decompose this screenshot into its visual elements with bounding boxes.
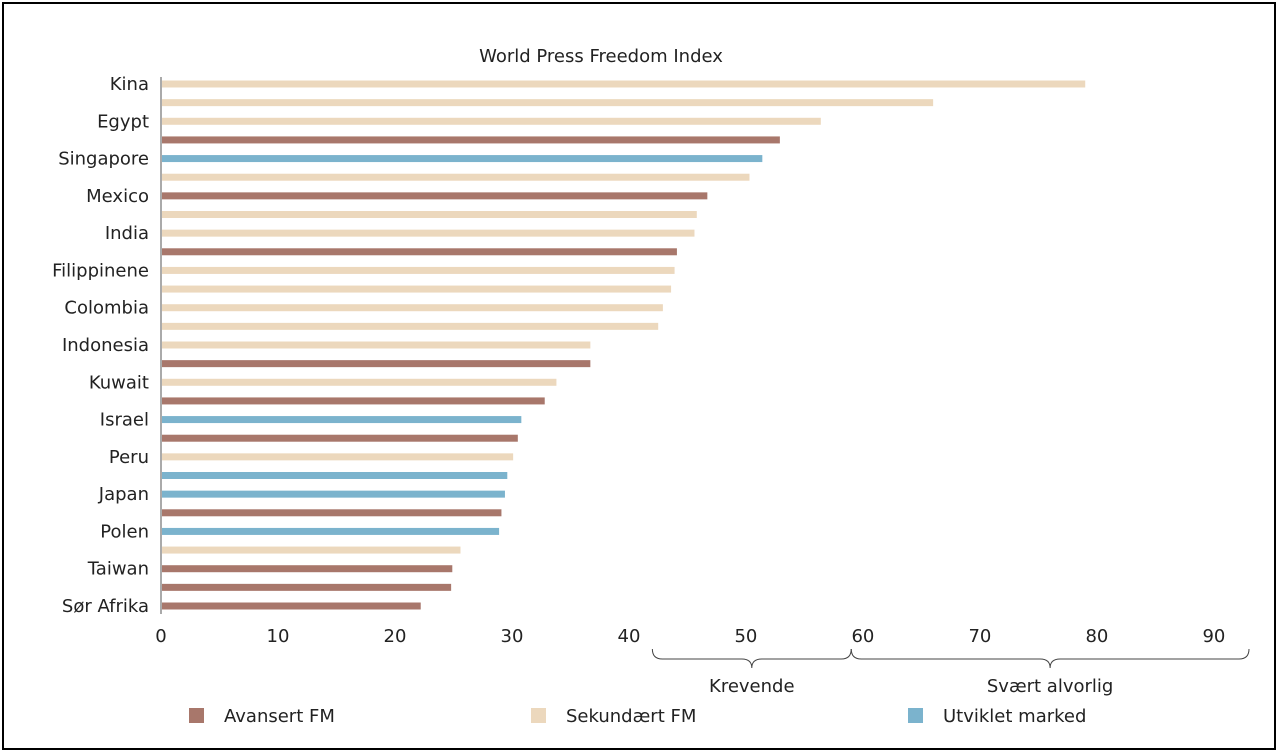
bar	[162, 99, 934, 107]
bar	[162, 378, 557, 386]
y-axis-label: Israel	[100, 410, 149, 431]
bar	[162, 565, 453, 573]
bar	[162, 248, 677, 256]
y-axis-labels: Kina Egypt Singapore Mexico India Filippinene…	[52, 74, 149, 617]
y-axis-label: Sør Afrika	[62, 596, 149, 617]
legend-label: Utviklet marked	[943, 706, 1086, 727]
legend-label: Sekundært FM	[566, 706, 696, 727]
bar	[162, 509, 502, 517]
bar	[162, 602, 421, 610]
bar	[162, 490, 505, 498]
legend-swatch	[531, 708, 546, 723]
bar	[162, 266, 675, 274]
bar	[162, 192, 708, 200]
bar	[162, 285, 672, 293]
bar	[162, 136, 780, 144]
x-tick-label: 20	[384, 626, 407, 647]
x-axis-ticks: 0 10 20 30 40 50 60 70 80 90	[155, 626, 1225, 647]
y-axis-label: Peru	[109, 447, 149, 468]
bar	[162, 546, 461, 554]
legend-swatch	[908, 708, 923, 723]
x-tick-label: 10	[267, 626, 290, 647]
bars-layer	[162, 80, 1086, 610]
x-tick-label: 70	[968, 626, 991, 647]
y-axis-label: Filippinene	[52, 260, 149, 281]
x-tick-label: 50	[734, 626, 757, 647]
legend-label: Avansert FM	[224, 706, 335, 727]
bar	[162, 229, 695, 237]
y-axis-label: India	[105, 223, 149, 244]
x-tick-label: 60	[851, 626, 874, 647]
bar	[162, 416, 522, 424]
band-label: Krevende	[709, 676, 795, 697]
bar	[162, 341, 591, 349]
y-axis-label: Egypt	[97, 111, 149, 132]
legend-swatch	[189, 708, 204, 723]
x-tick-label: 0	[155, 626, 166, 647]
bar	[162, 322, 659, 330]
bar	[162, 397, 545, 405]
bar	[162, 304, 663, 312]
bar	[162, 360, 591, 368]
y-axis-label: Singapore	[58, 149, 149, 170]
band-label: Svært alvorlig	[987, 676, 1113, 697]
x-tick-label: 80	[1085, 626, 1108, 647]
band-bracket	[651, 648, 852, 669]
y-axis-label: Taiwan	[87, 559, 149, 580]
bar	[162, 527, 500, 535]
y-axis-label: Colombia	[64, 298, 149, 319]
y-axis-label: Polen	[100, 521, 149, 542]
y-axis-label: Indonesia	[62, 335, 149, 356]
bar	[162, 453, 514, 461]
bar	[162, 434, 518, 442]
chart-title: World Press Freedom Index	[479, 46, 723, 67]
y-axis-label: Kina	[110, 74, 149, 95]
legend: Avansert FM Sekundært FM Utviklet marked	[189, 706, 1086, 727]
y-axis-label: Japan	[98, 484, 149, 505]
x-tick-label: 40	[618, 626, 641, 647]
bar	[162, 583, 452, 591]
bar	[162, 173, 750, 181]
band-bracket	[850, 648, 1250, 669]
y-axis-label: Kuwait	[89, 372, 149, 393]
bar-chart: World Press Freedom Index Kina Egypt Singa…	[52, 46, 1250, 727]
bar	[162, 117, 821, 125]
bar	[162, 155, 763, 163]
bar	[162, 472, 508, 479]
bar	[162, 211, 697, 218]
bar	[162, 80, 1086, 88]
severity-bands: Krevende Svært alvorlig	[651, 648, 1250, 697]
y-axis-label: Mexico	[86, 186, 149, 207]
x-tick-label: 90	[1202, 626, 1225, 647]
x-tick-label: 30	[501, 626, 524, 647]
